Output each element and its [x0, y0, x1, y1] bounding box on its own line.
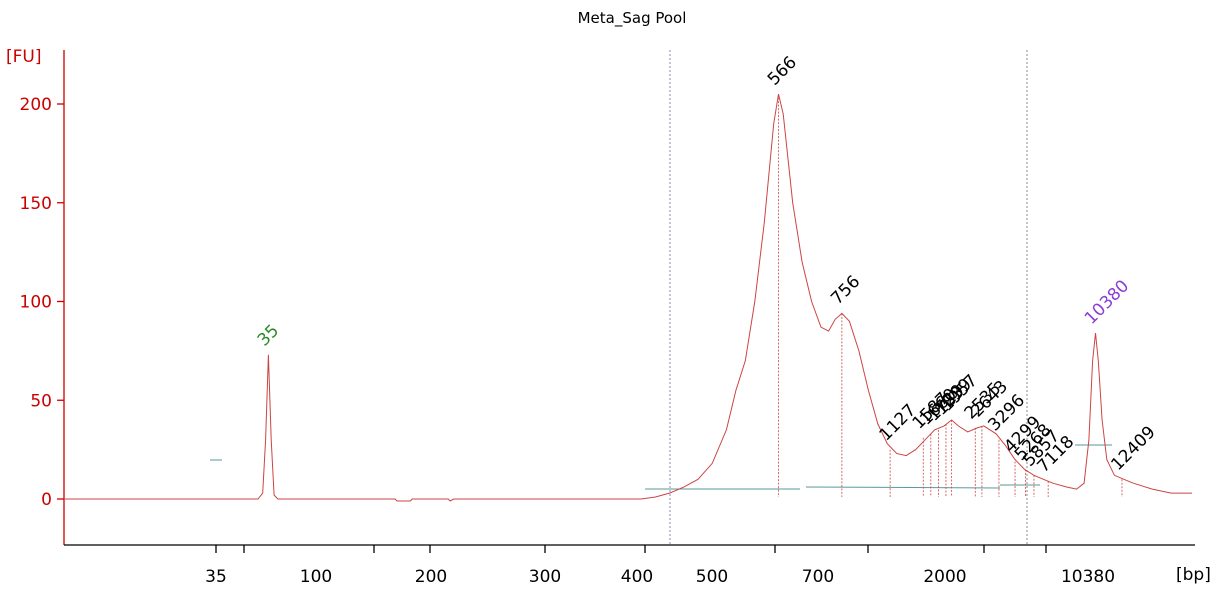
baseline-segment	[805, 486, 1001, 489]
peak-label: 566	[764, 53, 801, 90]
x-tick-label: 100	[300, 567, 332, 587]
chart-title: Meta_Sag Pool	[578, 9, 687, 28]
y-tick-label: 200	[20, 95, 52, 115]
x-axis-label: [bp]	[1176, 565, 1211, 585]
x-tick-label: 35	[205, 567, 227, 587]
peak-label: 756	[827, 272, 864, 309]
y-axis-label: [FU]	[6, 47, 42, 67]
y-tick-label: 150	[20, 194, 52, 214]
peak-label: 35	[254, 321, 283, 350]
x-tick-label: 400	[621, 567, 653, 587]
peak-drop-lines	[778, 94, 1123, 497]
x-tick-label: 500	[696, 567, 728, 587]
x-tick-label: 2000	[923, 567, 966, 587]
x-tick-label: 10380	[1061, 567, 1115, 587]
baseline-segments	[210, 444, 1112, 490]
y-tick-label: 0	[41, 490, 52, 510]
x-ticks: 35 100 200 300 400 500 700 2000 10380	[205, 545, 1115, 587]
y-ticks: 0 50 100 150 200	[20, 95, 64, 510]
x-tick-label: 300	[529, 567, 561, 587]
x-tick-label: 700	[802, 567, 834, 587]
y-tick-label: 100	[20, 293, 52, 313]
peak-labels: 3556675611271587166017291839195725352643…	[254, 53, 1160, 477]
x-tick-label: 200	[415, 567, 447, 587]
y-tick-label: 50	[30, 391, 52, 411]
peak-label: 10380	[1081, 276, 1133, 328]
trace-line	[64, 93, 1192, 502]
peak-label: 12409	[1107, 422, 1159, 474]
